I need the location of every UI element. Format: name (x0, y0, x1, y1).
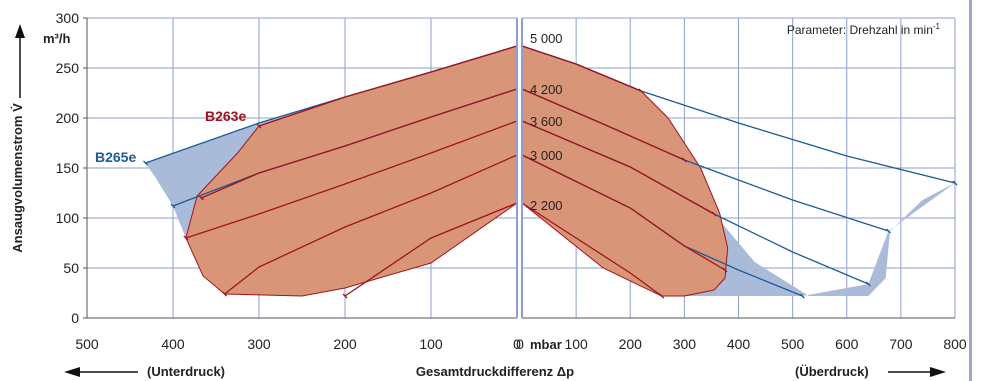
pressure-label: (Überdruck) (795, 364, 869, 379)
line-end-tick (885, 228, 891, 234)
axes (83, 17, 955, 319)
x-tick-label-left: 500 (75, 336, 99, 352)
vacuum-label: (Unterdruck) (147, 364, 225, 379)
line-end-tick (170, 203, 176, 209)
parameter-note-text: Parameter: Drehzahl in min (787, 23, 933, 37)
line-end-tick (659, 293, 665, 299)
area-fills (145, 45, 955, 297)
line-end-tick (952, 180, 958, 186)
speed-label: 4 200 (530, 82, 563, 97)
line-end-tick (722, 267, 728, 273)
speed-lines (143, 45, 958, 299)
x-tick-label-right: 200 (619, 336, 643, 352)
x-tick-label-zero: 0 (516, 336, 524, 352)
speed-label: 3 000 (530, 148, 563, 163)
x-tick-label-right: 500 (781, 336, 805, 352)
y-axis-arrowhead (15, 24, 25, 38)
x-tick-label-left: 400 (161, 336, 185, 352)
region-B263e-vacuum (185, 45, 518, 297)
series-line-B263e-pressure-3600 (521, 120, 715, 215)
line-end-tick (143, 160, 148, 166)
speed-label: 5 000 (530, 31, 563, 46)
series-label-b265e: B265e (95, 149, 136, 165)
x-tick-label-right: 100 (564, 336, 588, 352)
series-line-B263e-pressure-4200 (521, 88, 685, 161)
x-tick-label-left: 0 (513, 336, 521, 352)
line-end-tick (183, 235, 189, 241)
y-tick-label: 150 (56, 160, 80, 176)
series-line-B263e-vacuum-5000 (258, 45, 518, 127)
pressure-arrowhead (930, 367, 946, 377)
series-line-B263e-pressure-2200 (521, 202, 662, 297)
line-end-tick (865, 281, 871, 287)
x-tick-label-left: 300 (247, 336, 271, 352)
parameter-note-sup: -1 (933, 22, 941, 31)
y-tick-label: 300 (56, 10, 80, 26)
series-line-B263e-vacuum-3000 (224, 154, 518, 295)
labels: 0 50 100 150 200 250 300 500 400 300 200 100 0 100 200… (10, 10, 967, 379)
line-end-tick (638, 88, 644, 94)
speed-label: 2 200 (530, 198, 563, 213)
x-tick-label-right: 600 (835, 336, 859, 352)
line-end-tick (222, 291, 228, 297)
y-unit-label: m³/h (43, 31, 71, 46)
line-end-tick (681, 157, 687, 163)
line-end-tick (799, 293, 805, 299)
series-label-b263e: B263e (205, 108, 246, 124)
y-tick-label: 0 (71, 310, 79, 326)
series-line-B263e-vacuum-4200 (201, 88, 518, 199)
line-end-tick (342, 293, 348, 299)
y-tick-label: 200 (56, 110, 80, 126)
y-tick-label: 50 (63, 260, 79, 276)
line-end-tick (256, 123, 262, 129)
x-tick-label-right: 800 (943, 336, 967, 352)
speed-label: 3 600 (530, 114, 563, 129)
series-line-B263e-vacuum-2200 (344, 202, 518, 297)
parameter-note: Parameter: Drehzahl in min-1 (787, 22, 941, 37)
y-axis-title: Ansaugvolumenstrom V̇ (10, 103, 25, 253)
line-end-tick (198, 195, 204, 201)
x-unit-label: mbar (530, 337, 562, 352)
series-line-B263e-pressure-5000 (521, 45, 642, 92)
line-end-tick (711, 211, 717, 217)
x-tick-label-left: 200 (333, 336, 357, 352)
x-tick-label-right: 300 (673, 336, 697, 352)
y-tick-label: 100 (56, 210, 80, 226)
series-line-B263e-vacuum-3600 (185, 120, 518, 239)
series-line-B263e-pressure-3000 (521, 154, 726, 271)
x-tick-label-right: 700 (889, 336, 913, 352)
x-tick-label-right: 400 (727, 336, 751, 352)
y-tick-label: 250 (56, 60, 80, 76)
region-B263e-pressure (521, 45, 729, 297)
x-tick-label-left: 100 (419, 336, 443, 352)
page-edge-rule (969, 0, 972, 381)
vacuum-arrowhead (64, 367, 80, 377)
x-axis-title: Gesamtdruckdifferenz Δp (416, 364, 574, 379)
